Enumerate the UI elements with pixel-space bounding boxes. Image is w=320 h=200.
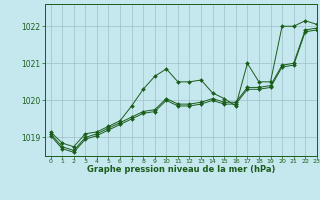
X-axis label: Graphe pression niveau de la mer (hPa): Graphe pression niveau de la mer (hPa) xyxy=(87,165,275,174)
